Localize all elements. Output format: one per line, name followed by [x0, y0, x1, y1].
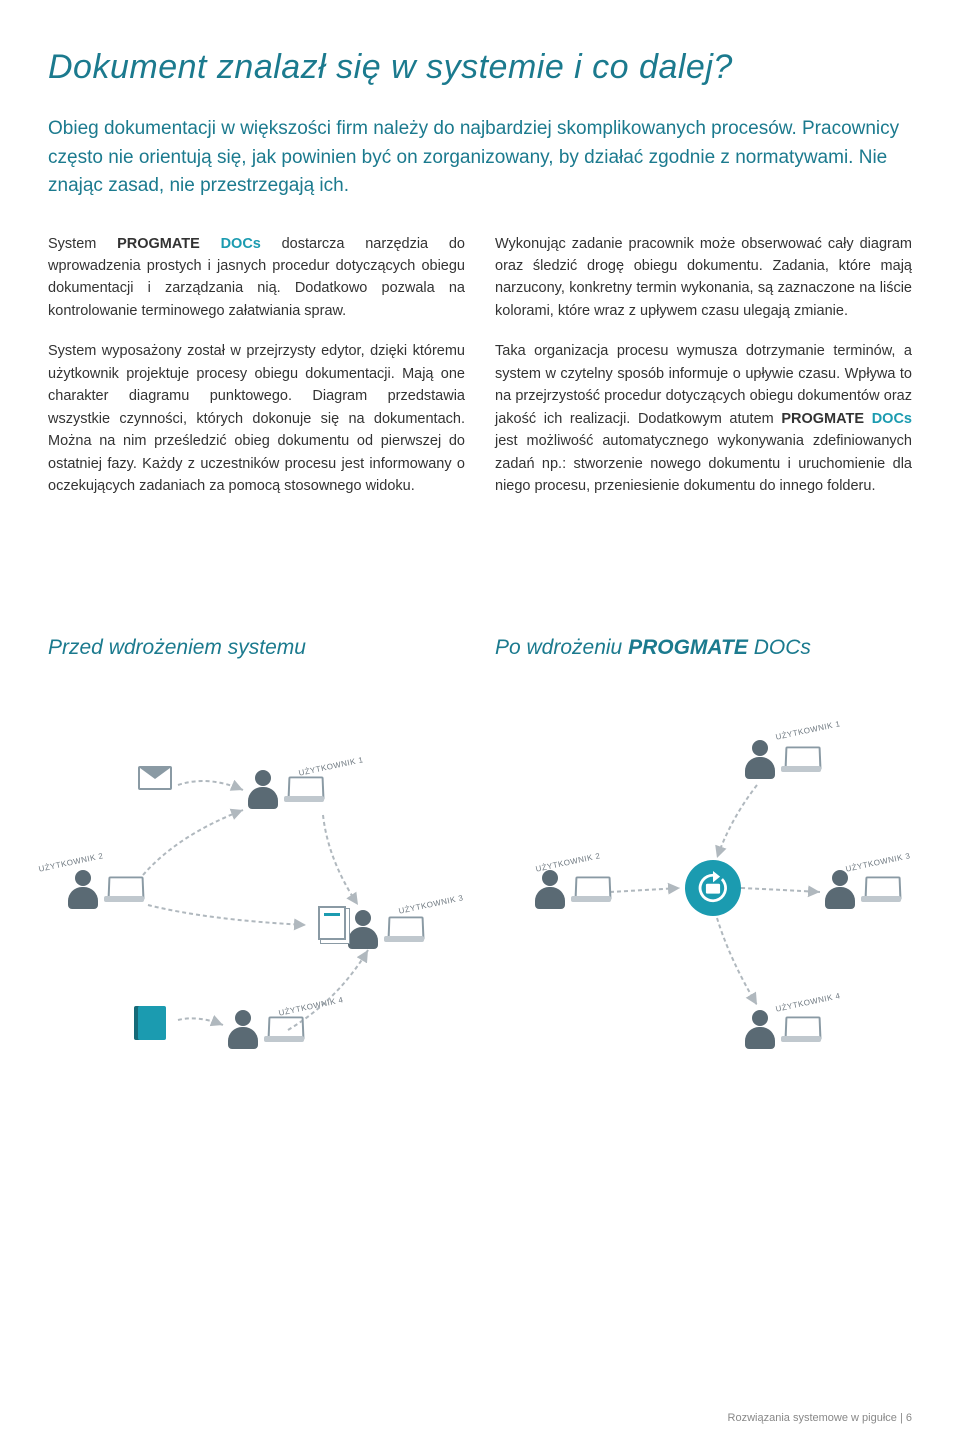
laptop-icon	[104, 876, 144, 902]
user-node	[535, 870, 611, 908]
diagram-before-title: Przed wdrożeniem systemu	[48, 636, 465, 660]
footer-page-number: 6	[906, 1412, 912, 1424]
brand-name: PROGMATE	[117, 236, 200, 252]
docstack-icon	[318, 906, 346, 940]
laptop-icon	[264, 1016, 304, 1042]
intro-paragraph: Obieg dokumentacji w większości firm nal…	[48, 115, 912, 201]
laptop-icon	[384, 916, 424, 942]
left-column: System PROGMATE DOCs dostarcza narzędzia…	[48, 233, 465, 516]
notebook-icon	[138, 1006, 166, 1040]
body-columns: System PROGMATE DOCs dostarcza narzędzia…	[48, 233, 912, 516]
laptop-icon	[861, 876, 901, 902]
person-icon	[248, 770, 278, 808]
right-p1: Wykonując zadanie pracownik może obserwo…	[495, 233, 912, 323]
user-node	[745, 1010, 821, 1048]
user-node	[68, 870, 144, 908]
person-icon	[745, 1010, 775, 1048]
person-icon	[745, 740, 775, 778]
right-column: Wykonując zadanie pracownik może obserwo…	[495, 233, 912, 516]
person-icon	[228, 1010, 258, 1048]
person-icon	[348, 910, 378, 948]
diagram-before: Przed wdrożeniem systemu UŻYTKOWNIK 1 UŻ…	[48, 636, 465, 1100]
brand-suffix: DOCs	[748, 636, 811, 659]
left-p1: System PROGMATE DOCs dostarcza narzędzia…	[48, 233, 465, 323]
text: Po wdrożeniu	[495, 636, 628, 659]
diagram-row: Przed wdrożeniem systemu UŻYTKOWNIK 1 UŻ…	[48, 636, 912, 1100]
laptop-icon	[284, 776, 324, 802]
envelope-icon	[138, 766, 172, 790]
text: jest możliwość automatycznego wykonywani…	[495, 433, 912, 494]
page-footer: Rozwiązania systemowe w pigułce | 6	[728, 1412, 912, 1424]
brand-suffix: DOCs	[200, 236, 261, 252]
diagram-after-canvas: UŻYTKOWNIK 1 UŻYTKOWNIK 2 UŻYTKOWNIK 3 U…	[495, 720, 912, 1100]
brand-suffix: DOCs	[864, 411, 912, 427]
diagram-after: Po wdrożeniu PROGMATE DOCs UŻYTKOWNIK 1 …	[495, 636, 912, 1100]
person-icon	[535, 870, 565, 908]
laptop-icon	[781, 746, 821, 772]
footer-text: Rozwiązania systemowe w pigułce	[728, 1412, 897, 1424]
diagram-after-title: Po wdrożeniu PROGMATE DOCs	[495, 636, 912, 660]
user-node	[825, 870, 901, 908]
user-node	[348, 910, 424, 948]
laptop-icon	[781, 1016, 821, 1042]
user-node	[745, 740, 821, 778]
brand-name: PROGMATE	[628, 636, 748, 659]
brand-name: PROGMATE	[781, 411, 864, 427]
person-icon	[68, 870, 98, 908]
diagram-before-canvas: UŻYTKOWNIK 1 UŻYTKOWNIK 2 UŻYTKOWNIK 3 U…	[48, 720, 465, 1100]
right-p2: Taka organizacja procesu wymusza dotrzym…	[495, 340, 912, 497]
user-node	[228, 1010, 304, 1048]
laptop-icon	[571, 876, 611, 902]
user-node	[248, 770, 324, 808]
hub-icon	[685, 860, 741, 916]
person-icon	[825, 870, 855, 908]
text: System	[48, 236, 117, 252]
page-title: Dokument znalazł się w systemie i co dal…	[48, 48, 912, 87]
left-p2: System wyposażony został w przejrzysty e…	[48, 340, 465, 497]
